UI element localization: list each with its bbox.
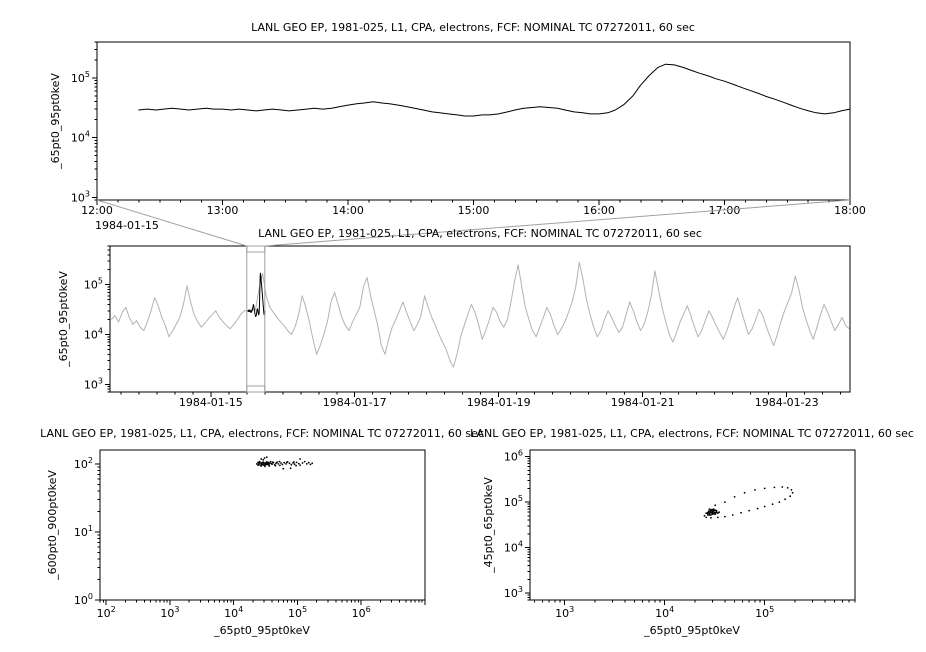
tick-label: 103 — [71, 189, 90, 204]
plot-frame[interactable] — [96, 41, 851, 201]
panel-top-title: LANL GEO EP, 1981-025, L1, CPA, electron… — [251, 21, 695, 34]
tick-label: 103 — [504, 585, 523, 600]
tick-label: 105 — [84, 277, 103, 292]
tick-label: 105 — [71, 70, 90, 85]
series-zoom-series — [138, 63, 850, 117]
tick-label: 103 — [555, 605, 574, 620]
tick-label: 1984-01-17 — [323, 396, 387, 409]
plot-frame[interactable] — [99, 449, 426, 601]
tick-label: 105 — [288, 605, 307, 620]
tick-label: 1984-01-19 — [467, 396, 531, 409]
axis-ticks — [525, 456, 856, 605]
plot-frame[interactable] — [109, 245, 851, 393]
tick-label: 16:00 — [583, 204, 615, 217]
tick-label: 17:00 — [709, 204, 741, 217]
series-context-series — [111, 262, 850, 368]
zoom-region-box[interactable] — [246, 245, 266, 393]
tick-label: 102 — [97, 605, 116, 620]
axis-ticks — [95, 463, 426, 605]
tick-label: 102 — [74, 456, 93, 471]
tick-label: 105 — [504, 494, 523, 509]
tick-label: 106 — [352, 605, 371, 620]
panel-scatter-right-title: LANL GEO EP, 1981-025, L1, CPA, electron… — [470, 427, 914, 440]
panel-context-timeseries[interactable]: 103 104 105 1984-01-15 1984-01-17 1984-01-19 1… — [84, 245, 851, 409]
tick-label: 13:00 — [207, 204, 239, 217]
panel-scatter-left-xlabel: _65pt0_95pt0keV — [213, 624, 310, 637]
tick-label: 14:00 — [332, 204, 364, 217]
panel-scatter-left-title: LANL GEO EP, 1981-025, L1, CPA, electron… — [40, 427, 484, 440]
tick-label: 104 — [71, 130, 90, 145]
zoom-connector-right-line — [264, 199, 851, 247]
panel-scatter-right-xlabel: _65pt0_95pt0keV — [643, 624, 740, 637]
panel-scatter-right[interactable]: 103 104 105 106 103 104 105 — [504, 449, 856, 620]
tick-label: 106 — [504, 449, 523, 464]
panel-scatter-right-ylabel: _45pt0_65pt0keV — [482, 477, 495, 574]
tick-label: 105 — [755, 605, 774, 620]
scatter-points — [255, 456, 314, 470]
tick-label: 103 — [160, 605, 179, 620]
tick-label: 103 — [84, 376, 103, 391]
zoom-connector-left-line — [96, 199, 247, 247]
axis-ticks — [92, 41, 851, 205]
tick-label: 1984-01-21 — [611, 396, 675, 409]
tick-label: 12:00 — [81, 204, 113, 217]
tick-label: 18:00 — [834, 204, 866, 217]
panel-scatter-left[interactable]: 100 101 102 102 103 104 105 106 — [74, 449, 426, 620]
zoom-box-handle-bottom[interactable] — [246, 385, 266, 393]
series-highlight-series — [247, 272, 266, 317]
tick-label: 101 — [74, 524, 93, 539]
zoom-box-handle-top[interactable] — [246, 245, 266, 253]
tick-label: 1984-01-15 — [179, 396, 243, 409]
panel-context-title: LANL GEO EP, 1981-025, L1, CPA, electron… — [258, 227, 702, 240]
tick-label: 104 — [84, 327, 103, 342]
panel-top-ylabel: _65pt0_95pt0keV — [49, 73, 62, 170]
tick-label: 104 — [504, 540, 523, 555]
tick-label: 104 — [655, 605, 674, 620]
tick-label: 104 — [224, 605, 243, 620]
panel-scatter-left-ylabel: _600pt0_900pt0keV — [46, 470, 59, 581]
panel-top-date-label: 1984-01-15 — [95, 219, 159, 232]
tick-label: 15:00 — [458, 204, 490, 217]
zoom-connector[interactable] — [96, 199, 851, 393]
panel-top-timeseries[interactable]: 103 104 105 12:00 13:00 14:00 15:00 16:00 17:00 1… — [71, 41, 866, 217]
tick-label: 1984-01-23 — [755, 396, 819, 409]
scatter-points — [703, 486, 794, 519]
plot-frame[interactable] — [529, 449, 856, 601]
tick-label: 100 — [74, 592, 93, 607]
panel-context-ylabel: _65pt0_95pt0keV — [57, 271, 70, 368]
